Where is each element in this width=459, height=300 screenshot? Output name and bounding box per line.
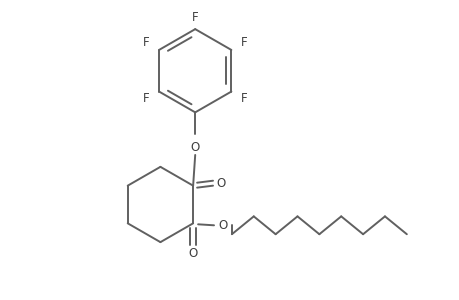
Text: F: F: [241, 92, 247, 105]
Text: O: O: [216, 177, 225, 190]
Text: F: F: [142, 37, 149, 50]
Text: F: F: [142, 92, 149, 105]
Text: O: O: [190, 140, 199, 154]
Text: O: O: [188, 247, 197, 260]
Text: F: F: [241, 37, 247, 50]
Text: F: F: [191, 11, 198, 24]
Text: O: O: [218, 219, 227, 232]
